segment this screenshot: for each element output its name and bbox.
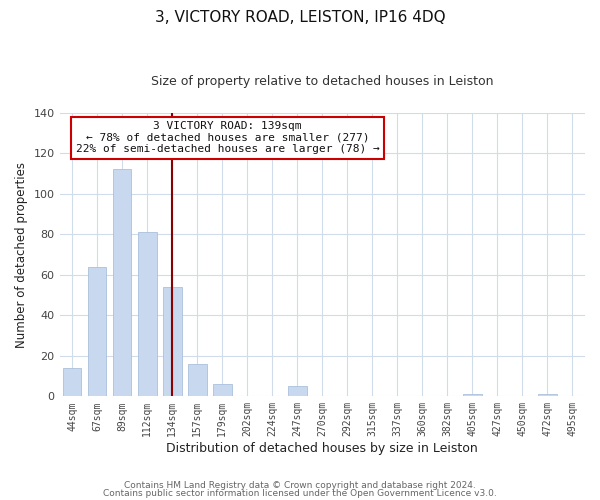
Bar bbox=[463, 394, 482, 396]
Bar bbox=[213, 384, 232, 396]
Y-axis label: Number of detached properties: Number of detached properties bbox=[15, 162, 28, 348]
Bar bbox=[288, 386, 307, 396]
Text: 3 VICTORY ROAD: 139sqm
← 78% of detached houses are smaller (277)
22% of semi-de: 3 VICTORY ROAD: 139sqm ← 78% of detached… bbox=[76, 122, 380, 154]
Bar bbox=[113, 170, 131, 396]
Bar bbox=[138, 232, 157, 396]
Title: Size of property relative to detached houses in Leiston: Size of property relative to detached ho… bbox=[151, 75, 494, 88]
Bar bbox=[538, 394, 557, 396]
Bar bbox=[163, 287, 182, 397]
Bar bbox=[88, 266, 106, 396]
Text: Contains public sector information licensed under the Open Government Licence v3: Contains public sector information licen… bbox=[103, 488, 497, 498]
Bar bbox=[188, 364, 206, 396]
Bar bbox=[62, 368, 82, 396]
Text: Contains HM Land Registry data © Crown copyright and database right 2024.: Contains HM Land Registry data © Crown c… bbox=[124, 481, 476, 490]
Text: 3, VICTORY ROAD, LEISTON, IP16 4DQ: 3, VICTORY ROAD, LEISTON, IP16 4DQ bbox=[155, 10, 445, 25]
X-axis label: Distribution of detached houses by size in Leiston: Distribution of detached houses by size … bbox=[166, 442, 478, 455]
